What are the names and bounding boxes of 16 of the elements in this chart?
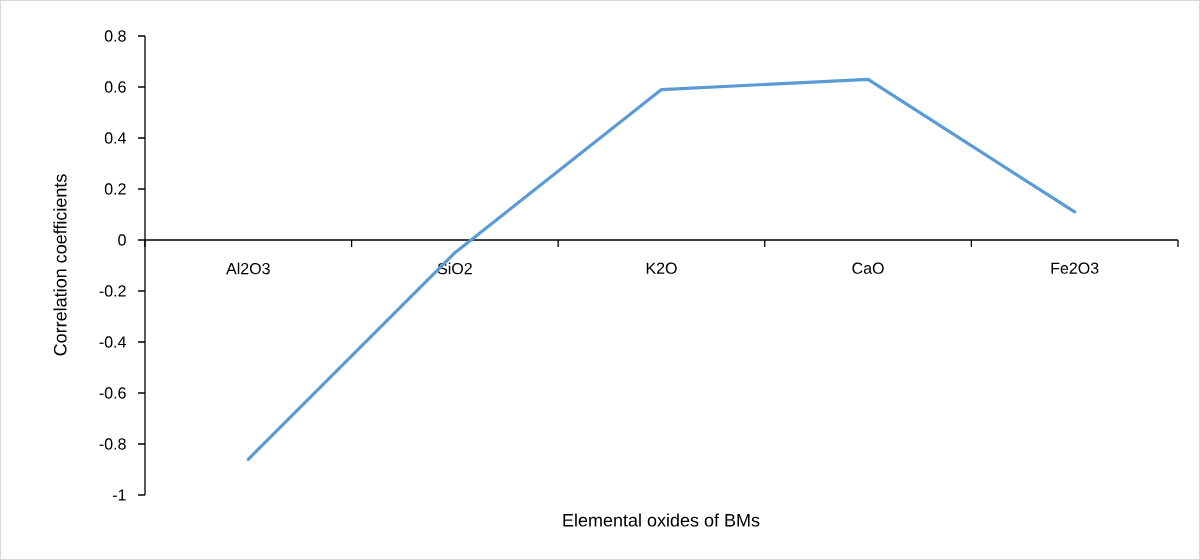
x-tick-label: K2O (646, 262, 677, 274)
x-tick-label: Al2O3 (226, 262, 270, 275)
x-tick-label: Fe2O3 (1051, 262, 1099, 274)
y-tick-label: -0.2 (99, 285, 126, 297)
y-axis-title: Correlation coefficients (53, 174, 67, 356)
x-tick-label: CaO (852, 262, 884, 274)
y-tick-label: 0.6 (104, 81, 126, 93)
y-tick-label: 0 (118, 234, 126, 246)
y-tick-label: -0.8 (99, 438, 126, 450)
y-tick-label: -0.4 (99, 336, 126, 348)
y-tick-label: -0.6 (99, 387, 126, 399)
y-tick-label: 0.8 (104, 30, 126, 42)
x-axis-title: Elemental oxides of BMs (563, 513, 760, 527)
y-tick-label: 0.4 (104, 132, 126, 144)
y-tick-label: 0.2 (104, 183, 126, 195)
y-tick-label: -1 (112, 489, 126, 501)
